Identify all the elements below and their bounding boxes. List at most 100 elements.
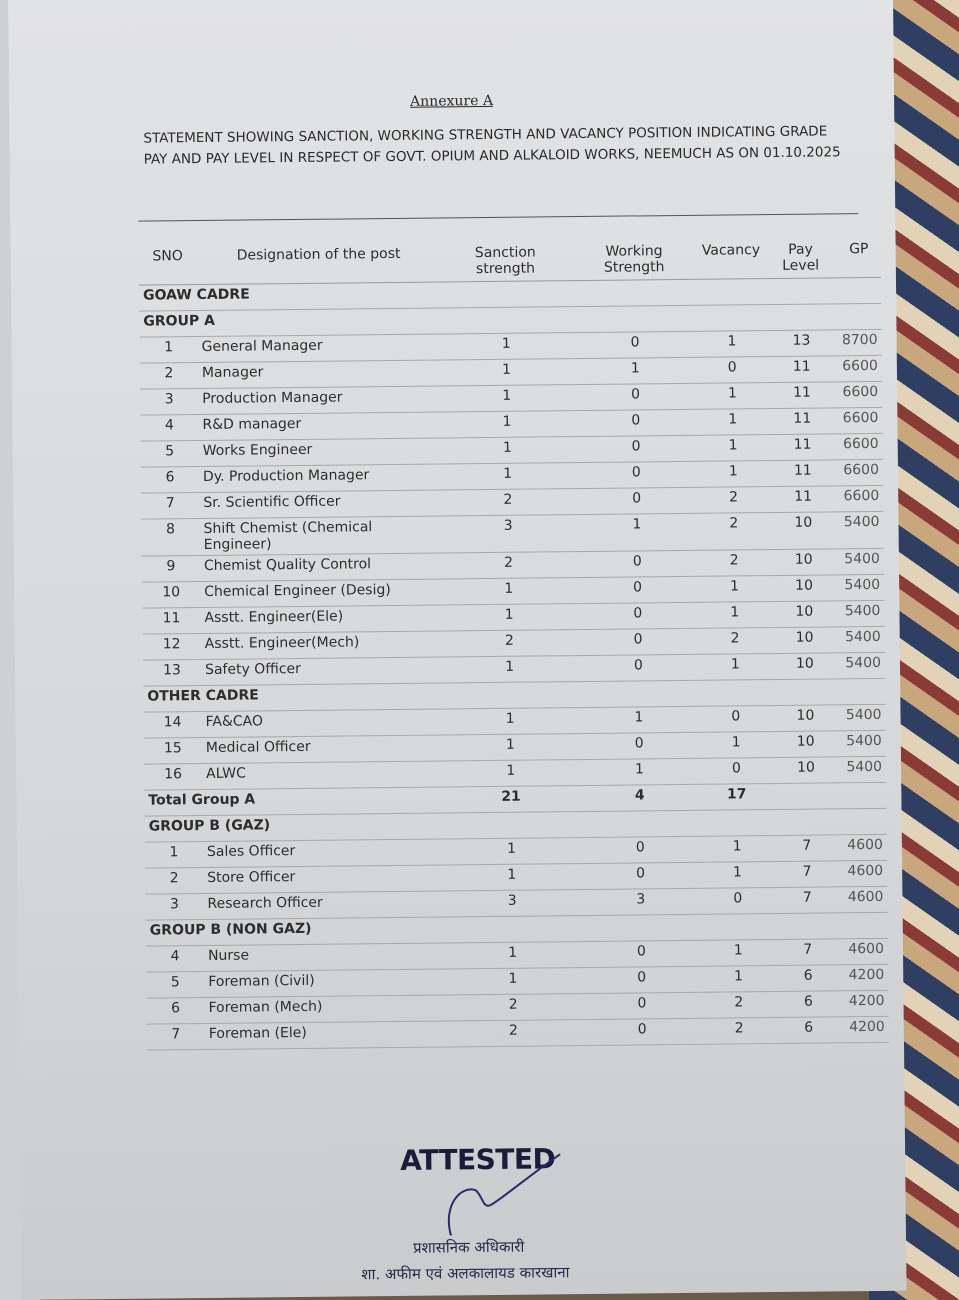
vacancy-cell: 1 — [699, 434, 767, 462]
pay-level-cell: 10 — [768, 704, 843, 732]
grade-pay-cell: 6600 — [838, 381, 883, 408]
sno-cell: 4 — [145, 945, 205, 973]
vacancy-cell: 1 — [703, 835, 771, 863]
working-strength-cell: 0 — [571, 331, 699, 359]
designation-cell: Nurse — [203, 942, 448, 972]
working-strength-cell: 0 — [571, 383, 700, 411]
sno-cell: 11 — [142, 607, 201, 635]
grade-pay-cell: 6600 — [838, 355, 883, 382]
sanction-strength-cell: 1 — [442, 462, 573, 490]
empty-cell — [769, 782, 843, 810]
designation-cell: Store Officer — [203, 864, 448, 894]
sno-cell: 5 — [140, 440, 199, 468]
grade-pay-cell: 5400 — [840, 626, 885, 653]
working-strength-cell: 0 — [572, 487, 701, 515]
vacancy-cell: 0 — [704, 887, 772, 915]
pay-level-cell: 11 — [766, 485, 840, 513]
total-label: Total Group A — [144, 786, 447, 817]
vacancy-cell: 1 — [701, 601, 769, 629]
working-strength-cell: 0 — [575, 732, 704, 760]
grade-pay-cell: 4600 — [843, 860, 888, 887]
divider — [138, 213, 859, 222]
sno-cell: 3 — [140, 388, 199, 416]
designation-cell: Shift Chemist (Chemical Engineer) — [199, 515, 444, 556]
designation-cell: Asstt. Engineer(Ele) — [200, 604, 445, 634]
sanction-strength-cell: 1 — [444, 603, 575, 631]
sno-cell: 1 — [139, 336, 198, 364]
column-header: Pay Level — [763, 235, 838, 279]
grade-pay-cell: 4200 — [845, 1016, 889, 1043]
designation-cell: General Manager — [197, 333, 442, 363]
vacancy-cell: 0 — [703, 757, 770, 785]
pay-level-cell: 11 — [766, 459, 840, 487]
working-strength-cell: 0 — [573, 550, 702, 578]
grade-pay-cell: 5400 — [839, 511, 884, 549]
grade-pay-cell: 8700 — [837, 329, 882, 356]
statement-heading: STATEMENT SHOWING SANCTION, WORKING STRE… — [143, 123, 841, 168]
total-value: 21 — [446, 785, 577, 813]
working-strength-cell: 0 — [573, 576, 702, 604]
sanction-strength-cell: 1 — [441, 384, 572, 412]
sanction-strength-cell: 2 — [443, 551, 574, 579]
pay-level-cell: 6 — [772, 1016, 846, 1044]
sanction-strength-cell: 1 — [441, 358, 572, 386]
sanction-strength-cell: 1 — [446, 837, 577, 865]
pay-level-cell: 10 — [767, 548, 841, 576]
sanction-strength-cell: 2 — [448, 1019, 579, 1047]
pay-level-cell: 10 — [767, 600, 841, 628]
designation-cell: Sales Officer — [202, 838, 447, 868]
grade-pay-cell: 5400 — [840, 600, 885, 627]
sno-cell: 3 — [145, 893, 204, 921]
working-strength-cell: 0 — [573, 602, 702, 630]
sno-cell: 1 — [144, 841, 204, 869]
designation-cell: Foreman (Ele) — [204, 1020, 449, 1050]
grade-pay-cell: 6600 — [838, 407, 883, 434]
grade-pay-cell: 5400 — [840, 574, 885, 601]
pay-level-cell: 6 — [771, 990, 846, 1018]
sno-cell: 7 — [146, 1023, 206, 1051]
sno-cell: 8 — [141, 518, 200, 557]
sanction-strength-cell: 1 — [445, 759, 576, 787]
sno-cell: 5 — [146, 971, 205, 999]
working-strength-cell: 0 — [578, 1018, 707, 1046]
vacancy-cell: 1 — [705, 939, 772, 967]
pay-level-cell: 7 — [770, 860, 844, 888]
pay-level-cell: 10 — [768, 652, 842, 680]
sno-cell: 2 — [145, 867, 204, 895]
pay-level-cell: 7 — [770, 834, 844, 862]
seal-organisation: शा. अफीम एवं अलकालायड कारखाना — [361, 1263, 570, 1284]
vacancy-cell: 2 — [705, 991, 773, 1019]
sno-cell: 6 — [146, 997, 205, 1025]
working-strength-cell: 3 — [576, 888, 705, 916]
working-strength-cell: 0 — [577, 992, 706, 1020]
designation-cell: Medical Officer — [201, 734, 446, 764]
vacancy-cell: 1 — [700, 460, 767, 488]
vacancy-cell: 2 — [701, 627, 769, 655]
pay-level-cell: 13 — [764, 329, 839, 357]
designation-cell: Research Officer — [203, 890, 448, 920]
working-strength-cell: 0 — [577, 966, 706, 994]
sanction-strength-cell: 1 — [444, 655, 575, 683]
column-header: Sanction strength — [440, 238, 571, 282]
sanction-strength-cell: 1 — [443, 577, 574, 605]
designation-cell: Works Engineer — [198, 437, 443, 467]
grade-pay-cell: 5400 — [841, 704, 886, 731]
sno-cell: 10 — [142, 581, 201, 609]
total-value: 17 — [703, 783, 770, 811]
working-strength-cell: 0 — [572, 435, 701, 463]
designation-cell: FA&CAO — [201, 708, 446, 738]
designation-cell: Sr. Scientific Officer — [199, 489, 444, 519]
working-strength-cell: 1 — [575, 758, 704, 786]
sanction-strength-cell: 1 — [446, 863, 577, 891]
designation-cell: Asstt. Engineer(Mech) — [200, 630, 445, 660]
pay-level-cell: 10 — [767, 574, 841, 602]
grade-pay-cell: 6600 — [839, 485, 884, 512]
grade-pay-cell: 4200 — [844, 964, 889, 991]
sanction-strength-cell: 1 — [442, 410, 573, 438]
sanction-strength-cell: 1 — [445, 733, 576, 761]
working-strength-cell: 0 — [576, 836, 705, 864]
annexure-title: Annexure A — [410, 92, 494, 110]
working-strength-cell: 0 — [571, 409, 700, 437]
sanction-strength-cell: 2 — [448, 993, 579, 1021]
working-strength-cell: 1 — [572, 513, 702, 552]
